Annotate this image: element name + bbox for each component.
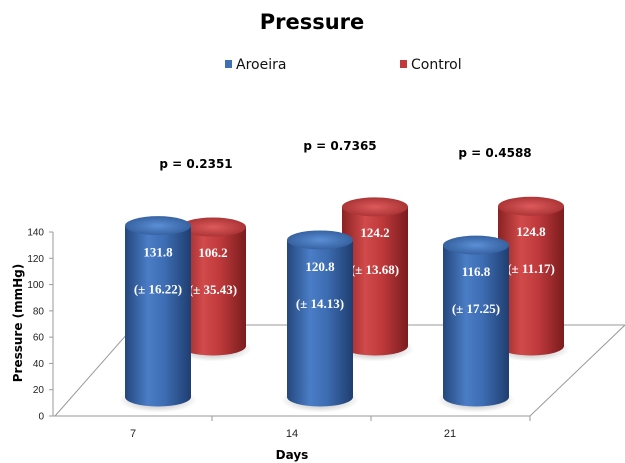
bar-value-label: 124.2	[360, 225, 389, 240]
bar-control-7: 106.2 (± 35.43)	[174, 217, 252, 362]
bar-top	[287, 230, 353, 250]
bar-top	[125, 216, 191, 236]
bar-sd-label: (± 35.43)	[189, 282, 237, 297]
bars-layer: 106.2 (± 35.43) 124.2 (± 13.68) 124.8 (± 11.1…	[119, 196, 570, 413]
p-value-label: p = 0.7365	[303, 139, 376, 153]
bar-sd-label: (± 14.13)	[296, 296, 344, 311]
bar-value-label: 116.8	[462, 264, 491, 279]
x-tick-label: 21	[444, 428, 456, 440]
legend-swatch-aroeira	[225, 60, 232, 68]
bar-sd-label: (± 13.68)	[351, 262, 399, 277]
x-tick-label: 7	[130, 428, 136, 440]
x-tick-label: 14	[286, 428, 298, 440]
x-ticks: 7 14 21	[130, 428, 456, 440]
y-tick-label: 40	[33, 359, 45, 370]
legend: Aroeira Control	[225, 57, 462, 73]
bar-body	[498, 206, 564, 356]
y-tick-label: 20	[33, 385, 45, 396]
bar-body	[287, 239, 353, 407]
legend-label-aroeira: Aroeira	[236, 57, 286, 73]
chart-title: Pressure	[260, 10, 365, 34]
p-values: p = 0.2351 p = 0.7365 p = 0.4588	[159, 139, 531, 171]
y-tick-label: 0	[38, 412, 44, 423]
bar-control-21: 124.8 (± 11.17)	[492, 196, 570, 362]
bar-value-label: 124.8	[516, 224, 546, 239]
y-tick-label: 120	[27, 254, 44, 265]
p-value-label: p = 0.4588	[458, 146, 531, 160]
bar-body	[125, 225, 191, 407]
bar-top	[180, 217, 246, 237]
bar-body	[443, 245, 509, 407]
bar-control-14: 124.2 (± 13.68)	[336, 197, 414, 362]
y-tick-label: 140	[27, 228, 44, 239]
bar-aroeira-14: 120.8 (± 14.13)	[281, 230, 359, 413]
bar-aroeira-21: 116.8 (± 17.25)	[437, 235, 515, 413]
y-tick-label: 60	[33, 333, 45, 344]
legend-label-control: Control	[411, 57, 462, 73]
bar-sd-label: (± 16.22)	[134, 282, 182, 297]
bar-top	[342, 197, 408, 217]
bar-sd-label: (± 11.17)	[507, 261, 555, 276]
bar-top	[498, 196, 564, 216]
bar-aroeira-7: 131.8 (± 16.22)	[119, 216, 197, 413]
p-value-label: p = 0.2351	[159, 157, 232, 171]
bar-sd-label: (± 17.25)	[452, 301, 500, 316]
bar-body	[342, 206, 408, 356]
bar-top	[443, 235, 509, 255]
bar-value-label: 106.2	[198, 245, 227, 260]
y-axis-label: Pressure (mmHg)	[11, 264, 25, 383]
legend-swatch-control	[400, 60, 407, 68]
bar-value-label: 120.8	[305, 259, 335, 274]
bar-body	[180, 227, 246, 356]
x-axis-label: Days	[276, 448, 309, 462]
y-tick-label: 100	[27, 280, 44, 291]
y-tick-label: 80	[33, 306, 45, 317]
bar-value-label: 131.8	[143, 245, 173, 260]
